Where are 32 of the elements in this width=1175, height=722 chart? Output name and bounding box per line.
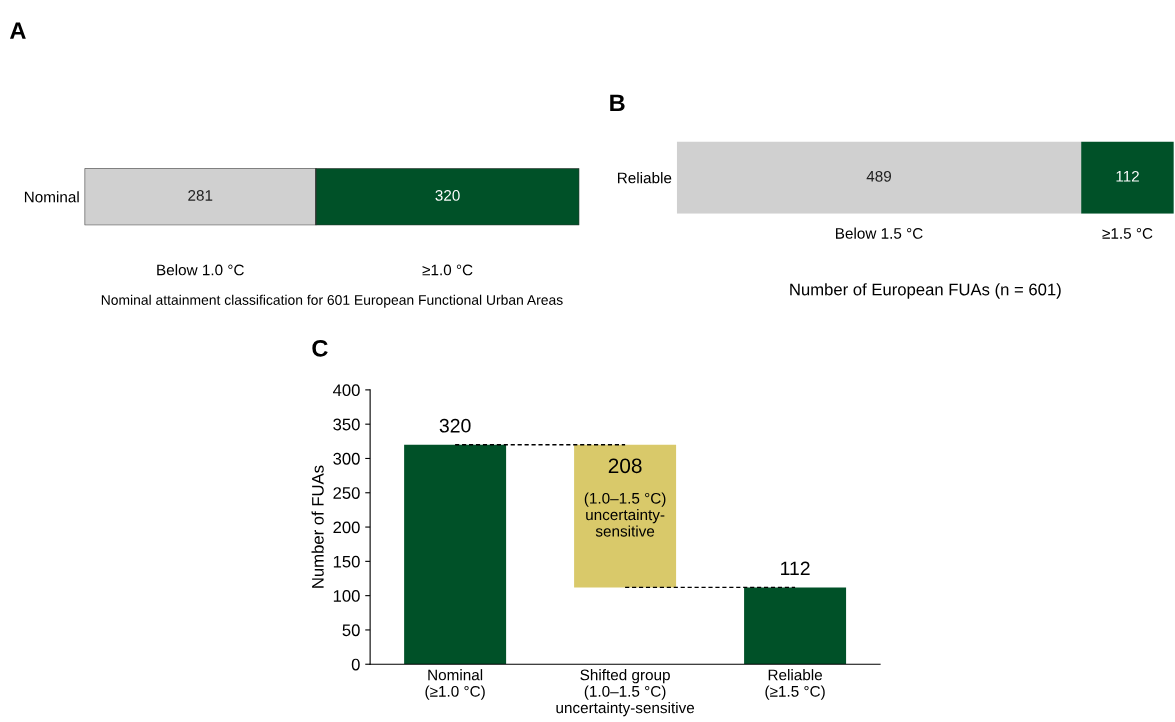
data-label: 320 <box>435 190 460 201</box>
text: Below 1.0 °C <box>157 264 244 276</box>
y-tick-label: Reliable <box>617 172 672 184</box>
data-label: 320 <box>439 418 471 433</box>
x-axis-title: Number of European FUAs (n = 601) <box>790 283 1061 299</box>
series-label: ≥1.5 °C <box>1102 228 1153 239</box>
chart-title: C <box>312 339 328 357</box>
x-tick-label: Reliable (≥1.5 °C) <box>765 669 825 700</box>
data-label: 281 <box>188 190 213 201</box>
y-tick-label: 50 <box>342 624 360 637</box>
x-tick-label: Nominal (≥1.0 °C) <box>425 669 485 700</box>
data-label: 208 <box>608 458 642 474</box>
x-axis-title: Nominal attainment classification for 601 European Functional Urban Areas <box>101 294 563 308</box>
y-tick-label: 300 <box>333 452 360 465</box>
y-tick-label: 0 <box>351 658 360 671</box>
text: ≥1.0 °C <box>422 264 473 276</box>
chart-title: B <box>610 94 625 111</box>
series-label: Below 1.5 °C <box>836 227 923 239</box>
y-tick-label: 100 <box>333 590 360 602</box>
annotation: (1.0–1.5 °C) uncertainty- sensitive <box>584 492 666 537</box>
y-tick-label: 250 <box>333 487 360 499</box>
chart-title: A <box>9 22 26 39</box>
x-tick-label: Shifted group (1.0–1.5 °C) uncertainty-sensitive <box>556 669 695 717</box>
y-tick-label: 400 <box>332 384 360 397</box>
y-axis-title: Number of FUAs <box>311 465 324 588</box>
y-tick-label: 150 <box>333 555 360 568</box>
data-label: 112 <box>1116 170 1139 182</box>
data-label: 112 <box>781 561 810 576</box>
y-tick-label: 200 <box>333 521 360 534</box>
y-tick-label: 350 <box>333 418 360 431</box>
data-label: 489 <box>866 170 892 182</box>
y-tick-label: Nominal <box>24 191 79 203</box>
